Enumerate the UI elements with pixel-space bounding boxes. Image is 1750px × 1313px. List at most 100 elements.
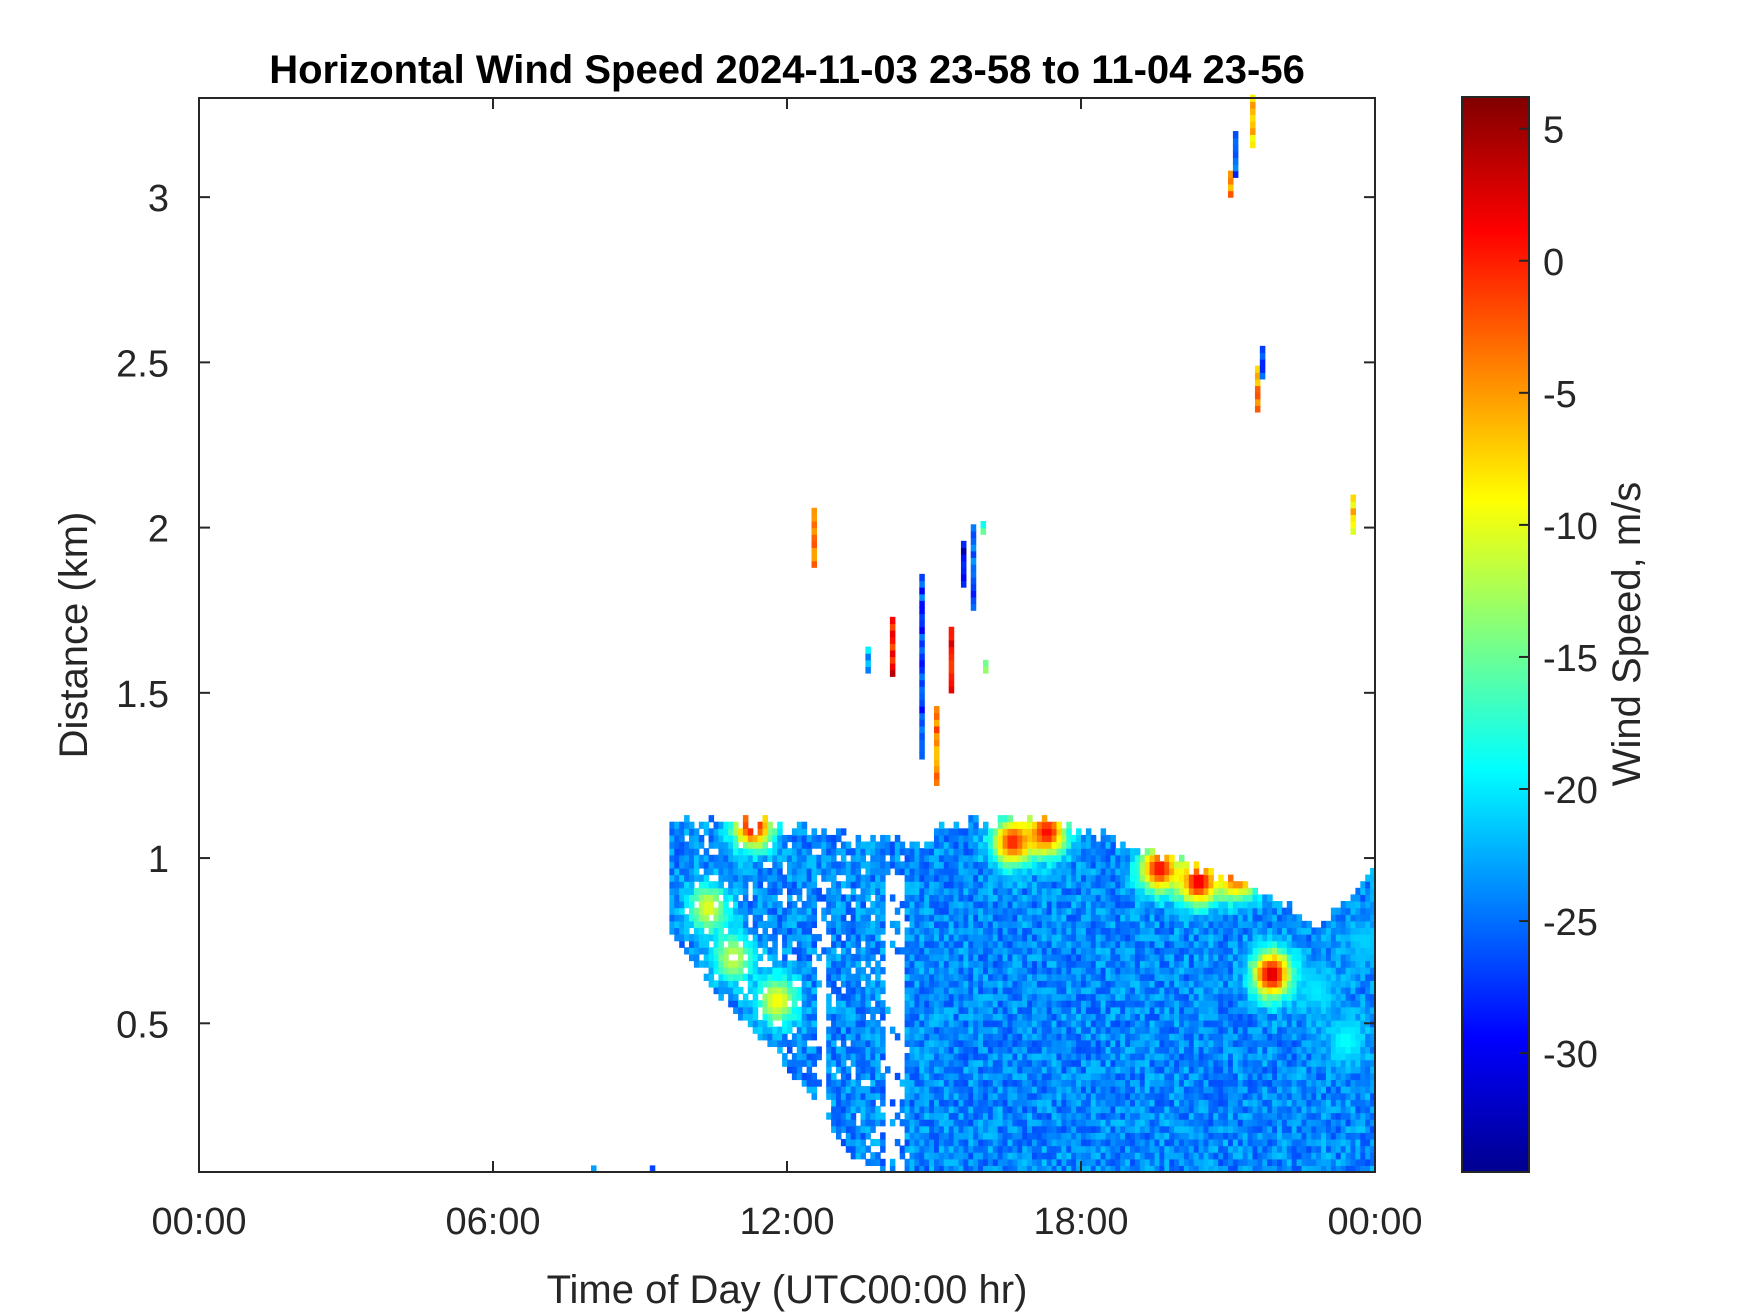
heatmap-cell [1174,1145,1180,1153]
heatmap-cell [1002,841,1009,849]
heatmap-cell [1110,1145,1116,1153]
heatmap-cell [929,1145,935,1153]
heatmap-cell [1022,901,1028,909]
heatmap-cell [855,894,862,902]
heatmap-cell [723,887,729,896]
heatmap-cell [909,986,915,995]
heatmap-cell [1174,953,1180,962]
heatmap-cell [1144,1099,1151,1107]
heatmap-cell [894,907,901,915]
heatmap-cell [1130,960,1136,968]
heatmap-cell [1027,1125,1033,1133]
heatmap-cell [1164,947,1170,955]
heatmap-cell [1154,854,1160,862]
heatmap-cell [782,967,788,975]
heatmap-cell [684,914,690,922]
heatmap-cell [934,901,940,909]
heatmap-cell [1120,841,1126,849]
heatmap-cell [889,894,896,902]
heatmap-cell [1242,1086,1249,1094]
heatmap-cell [953,1026,960,1034]
heatmap-cell [983,993,989,1001]
heatmap-cell [1041,867,1048,876]
heatmap-cell [1115,1026,1121,1034]
heatmap-cell [973,1158,979,1166]
heatmap-cell [1257,1019,1263,1028]
heatmap-cell [811,1013,817,1021]
heatmap-cell [997,894,1004,902]
heatmap-cell [1223,940,1229,948]
heatmap-cell [973,867,979,876]
heatmap-cell [796,1006,803,1014]
heatmap-cell [860,1053,866,1061]
heatmap-cell [1051,841,1058,849]
heatmap-cell [997,1013,1004,1021]
heatmap-cell [1120,894,1126,902]
heatmap-cell [811,947,817,955]
heatmap-cell [1193,1086,1200,1094]
heatmap-cell [1149,1145,1156,1153]
heatmap-cell [1085,861,1092,869]
heatmap-cell [1100,927,1107,935]
heatmap-cell [684,927,690,935]
heatmap-cell [752,881,759,889]
heatmap-cell [987,993,994,1001]
heatmap-cell [1090,1138,1097,1147]
heatmap-cell [791,1053,798,1061]
heatmap-cell [777,993,783,1001]
heatmap-cell [1066,834,1072,843]
heatmap-cell [1110,867,1116,876]
heatmap-cell [738,934,744,942]
heatmap-cell [1247,1006,1254,1014]
heatmap-cell [929,940,935,948]
heatmap-cell [1085,1026,1092,1034]
heatmap-cell [757,834,764,843]
heatmap-cell [1198,1132,1205,1140]
heatmap-cell [1027,1026,1033,1034]
heatmap-cell [1193,986,1200,995]
heatmap-cell [938,947,945,955]
heatmap-cell [679,848,685,856]
heatmap-cell [953,1105,960,1114]
heatmap-cell [840,953,847,962]
heatmap-cell [1110,1046,1116,1054]
heatmap-cell [1046,1105,1053,1114]
heatmap-cell [1237,1066,1244,1074]
heatmap-cell [1012,907,1018,915]
heatmap-cell [1076,1046,1082,1054]
heatmap-cell [762,947,768,955]
heatmap-cell [757,861,764,869]
heatmap-cell [992,1158,999,1166]
heatmap-cell [1223,1013,1229,1021]
heatmap-cell [1247,901,1254,909]
heatmap-cell [811,1059,817,1067]
heatmap-cell [1036,828,1043,836]
heatmap-cell [1041,1112,1048,1120]
heatmap-cell [880,967,886,975]
heatmap-cell [1046,887,1053,896]
heatmap-cell [1223,1099,1229,1107]
heatmap-cell [973,1105,979,1114]
heatmap-cell [1164,927,1170,935]
heatmap-cell [875,914,881,922]
heatmap-cell [1213,927,1219,935]
heatmap-cell [738,1006,744,1014]
heatmap-cell [703,940,710,948]
heatmap-cell [1022,1152,1028,1160]
heatmap-cell [929,1072,935,1081]
heatmap-cell [978,1105,984,1114]
heatmap-cell [1095,980,1102,988]
heatmap-cell [860,1112,866,1120]
heatmap-cell [1174,1053,1180,1061]
heatmap-cell [1071,1019,1077,1028]
heatmap-cell [1036,1019,1043,1028]
heatmap-cell [1188,881,1195,889]
heatmap-cell [1120,940,1126,948]
heatmap-cell [840,901,847,909]
heatmap-cell [919,1039,925,1048]
heatmap-cell [723,907,729,915]
heatmap-cell [870,986,876,995]
heatmap-cell [1193,1112,1200,1120]
heatmap-cell [943,1079,950,1087]
heatmap-cell [806,894,813,902]
